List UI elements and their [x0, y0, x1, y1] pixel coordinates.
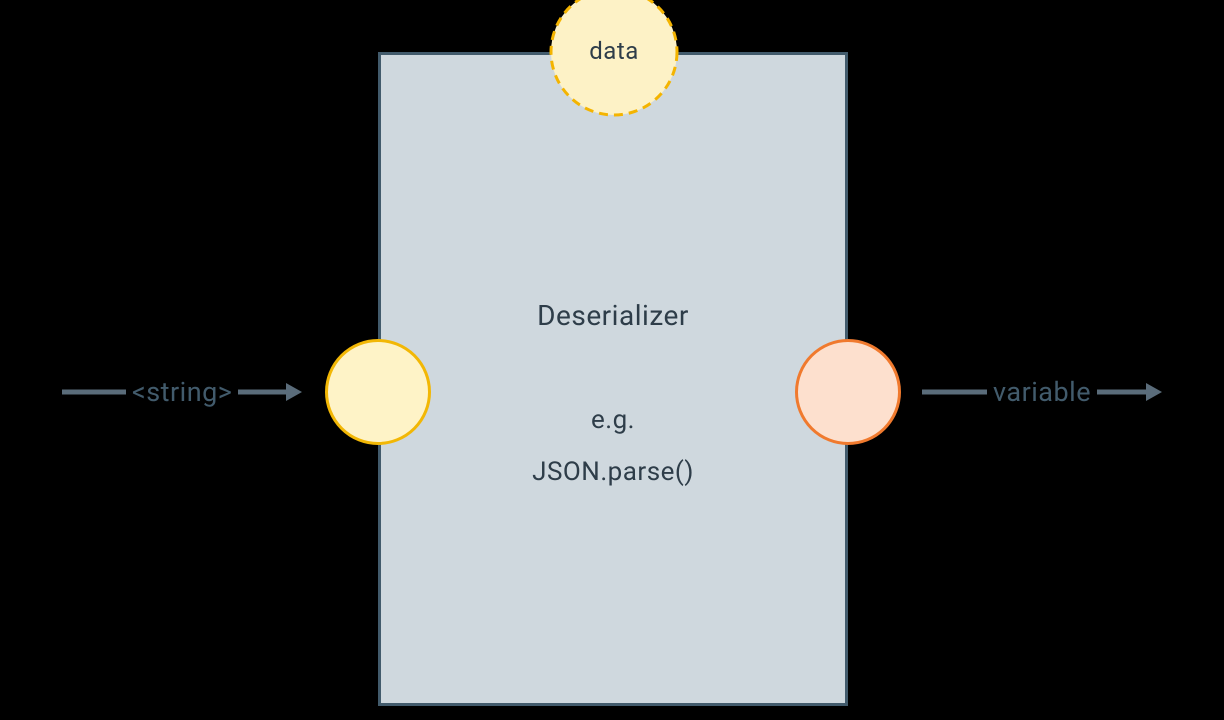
- output-port-circle: [795, 339, 901, 445]
- box-subtitle-example: JSON.parse(): [381, 457, 845, 487]
- box-title: Deserializer: [381, 299, 845, 332]
- box-subtitle-eg: e.g.: [381, 405, 845, 435]
- diagram-canvas: Deserializer e.g. JSON.parse() data <str…: [0, 0, 1224, 720]
- input-port-circle: [325, 339, 431, 445]
- input-arrow-label: <string>: [126, 376, 238, 408]
- output-arrow-label: variable: [987, 376, 1097, 408]
- data-circle-label: data: [584, 37, 644, 65]
- deserializer-box: Deserializer e.g. JSON.parse(): [378, 52, 848, 706]
